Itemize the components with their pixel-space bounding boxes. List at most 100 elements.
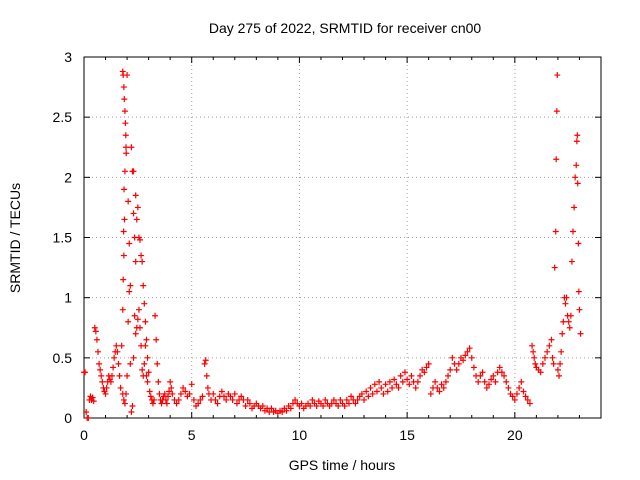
- data-point: [121, 400, 128, 407]
- data-point: [210, 390, 217, 397]
- data-point: [141, 360, 148, 367]
- data-point: [153, 336, 160, 343]
- data-point: [565, 318, 572, 325]
- data-point: [161, 390, 168, 397]
- data-point: [574, 180, 581, 187]
- data-point: [124, 372, 131, 379]
- data-point: [190, 396, 197, 403]
- data-point: [574, 132, 581, 139]
- data-point: [548, 336, 555, 343]
- data-point: [233, 400, 240, 407]
- data-point: [223, 396, 230, 403]
- x-tick-label: 10: [292, 427, 308, 443]
- data-point: [577, 330, 584, 337]
- data-point: [135, 306, 142, 313]
- data-point: [455, 360, 462, 367]
- data-point: [175, 396, 182, 403]
- data-point: [121, 168, 128, 175]
- data-point: [516, 384, 523, 391]
- data-point: [218, 388, 225, 395]
- data-point: [541, 354, 548, 361]
- data-point: [544, 348, 551, 355]
- data-point: [114, 348, 121, 355]
- data-point: [123, 150, 130, 157]
- data-point: [348, 393, 355, 400]
- data-point: [573, 162, 580, 169]
- data-point: [139, 258, 146, 265]
- data-point: [414, 378, 421, 385]
- data-point: [182, 388, 189, 395]
- data-point: [246, 400, 253, 407]
- data-point: [341, 402, 348, 409]
- data-point: [427, 390, 434, 397]
- data-point: [91, 324, 98, 331]
- data-point: [352, 400, 359, 407]
- axis-ticks: [83, 56, 602, 419]
- data-point: [492, 378, 499, 385]
- data-point: [445, 372, 452, 379]
- data-point: [85, 415, 92, 421]
- data-point: [530, 348, 537, 355]
- data-point: [166, 388, 173, 395]
- data-point: [231, 390, 238, 397]
- data-point: [130, 168, 137, 175]
- data-point: [320, 402, 327, 409]
- data-point: [199, 393, 206, 400]
- data-point: [268, 405, 275, 412]
- data-point: [139, 366, 146, 373]
- data-point: [134, 204, 141, 211]
- data-point: [131, 312, 138, 319]
- data-point: [122, 132, 129, 139]
- data-point: [126, 240, 133, 247]
- data-point: [442, 378, 449, 385]
- data-point: [479, 369, 486, 376]
- data-point: [137, 236, 144, 243]
- data-point: [378, 384, 385, 391]
- data-point: [167, 378, 174, 385]
- data-point: [575, 288, 582, 295]
- data-point: [156, 390, 163, 397]
- data-point: [505, 384, 512, 391]
- data-point: [95, 348, 102, 355]
- data-point: [119, 306, 126, 313]
- data-point: [498, 369, 505, 376]
- data-point: [212, 396, 219, 403]
- data-point: [121, 186, 128, 193]
- data-point: [113, 342, 120, 349]
- data-point: [477, 372, 484, 379]
- data-point: [483, 384, 490, 391]
- data-point: [354, 396, 361, 403]
- data-point: [335, 402, 342, 409]
- data-point: [82, 369, 89, 376]
- data-point: [137, 324, 144, 331]
- data-point: [117, 384, 124, 391]
- data-point: [391, 376, 398, 383]
- data-point: [145, 369, 152, 376]
- data-point: [466, 345, 473, 352]
- data-point: [373, 388, 380, 395]
- data-point: [152, 312, 159, 319]
- data-point: [118, 342, 125, 349]
- data-point: [389, 384, 396, 391]
- data-point: [417, 372, 424, 379]
- data-point: [127, 282, 134, 289]
- data-point: [395, 384, 402, 391]
- data-point: [125, 198, 132, 205]
- data-point: [120, 396, 127, 403]
- data-point: [522, 393, 529, 400]
- data-point: [576, 306, 583, 313]
- data-point: [399, 378, 406, 385]
- data-point: [462, 352, 469, 359]
- y-tick-label: 2.5: [53, 109, 73, 125]
- data-point: [143, 336, 150, 343]
- data-point: [557, 360, 564, 367]
- data-point: [99, 378, 106, 385]
- data-point: [546, 342, 553, 349]
- data-point: [107, 378, 114, 385]
- data-point: [526, 400, 533, 407]
- data-point: [382, 381, 389, 388]
- y-tick-labels: 0 0.5 1 1.5 2 2.5 3: [53, 49, 73, 426]
- data-point: [518, 378, 525, 385]
- data-point: [436, 388, 443, 395]
- data-point: [393, 381, 400, 388]
